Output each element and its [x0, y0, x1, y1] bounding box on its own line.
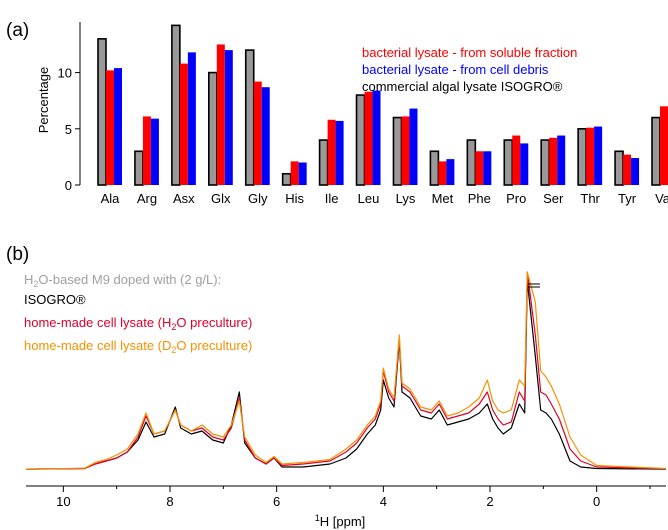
y-tick-label: 0 — [65, 178, 72, 193]
bar-gly-isogro — [244, 49, 255, 186]
bar-arg-soluble — [142, 116, 151, 185]
x-tick-label: 2 — [486, 494, 493, 509]
x-tick-label: Glx — [211, 191, 231, 206]
x-tick-label: 8 — [166, 494, 173, 509]
x-axis: 10 8 6 4 2 0 — [26, 485, 666, 509]
x-tick-label: 0 — [593, 494, 600, 509]
bar-arg-debris — [150, 118, 159, 185]
x-tick-label: Thr — [580, 191, 600, 206]
bar-tyr-soluble — [623, 154, 632, 185]
legend-b-isogro: ISOGRO® — [24, 292, 86, 307]
bar-phe-soluble — [475, 151, 484, 185]
bar-ser-soluble — [549, 137, 558, 185]
bar-asx-soluble — [179, 63, 188, 185]
bar-ala-isogro — [97, 38, 107, 186]
bar-asx-debris — [187, 52, 196, 186]
x-tick-label: Leu — [358, 191, 380, 206]
bar-gly-soluble — [253, 81, 262, 185]
bar-phe-debris — [483, 151, 492, 185]
bar-thr-soluble — [586, 127, 595, 185]
x-tick-label: His — [285, 191, 304, 206]
bar-ile-soluble — [327, 119, 336, 185]
x-tick-label: Ile — [325, 191, 339, 206]
legend-b-d2o: home-made cell lysate (D2O preculture) — [24, 338, 252, 355]
x-tick-label: Gly — [248, 191, 268, 206]
bar-lys-debris — [409, 108, 418, 185]
x-axis-label: 1H [ppm] — [315, 513, 366, 529]
bar-ala-debris — [114, 68, 122, 185]
bar-tyr-debris — [631, 158, 640, 185]
panel-a-label: (a) — [6, 20, 29, 41]
spectrum-d2o-preculture — [25, 271, 667, 470]
bar-glx-debris — [224, 50, 233, 185]
x-tick-label: 4 — [380, 494, 387, 509]
bar-ser-isogro — [540, 139, 551, 186]
bar-ile-debris — [335, 120, 344, 185]
legend-a: bacterial lysate - from soluble fraction… — [362, 45, 577, 94]
bar-ala-soluble — [106, 70, 114, 185]
spectrum-h2o-preculture — [25, 271, 667, 470]
legend-isogro: commercial algal lysate ISOGRO® — [362, 79, 563, 94]
legend-b: H2O-based M9 doped with (2 g/L): ISOGRO®… — [24, 272, 252, 355]
spectrum-isogro — [25, 280, 667, 470]
x-tick-label: Arg — [137, 191, 157, 206]
bar-leu-isogro — [355, 94, 366, 186]
x-tick-label: 6 — [273, 494, 280, 509]
x-tick-label: Asx — [173, 191, 195, 206]
bar-val-isogro — [651, 116, 661, 186]
bar-val-soluble — [660, 106, 668, 185]
panel-a-bar-chart: (a) Percentage 0 5 10 Ala Arg Asx Glx Gly His Il… — [6, 20, 668, 206]
legend-b-header: H2O-based M9 doped with (2 g/L): — [24, 272, 221, 289]
y-tick-label: 10 — [58, 66, 72, 81]
legend-soluble: bacterial lysate - from soluble fraction — [362, 45, 577, 60]
spectrum-lines — [25, 271, 667, 470]
x-tick-labels: Ala Arg Asx Glx Gly His Ile Leu Lys Met Phe Pro Ser T… — [101, 191, 668, 206]
bar-arg-isogro — [134, 150, 144, 186]
y-axis: 0 5 10 — [58, 22, 81, 193]
bar-met-debris — [446, 159, 455, 185]
bar-glx-isogro — [208, 71, 218, 186]
bar-asx-isogro — [171, 24, 181, 186]
bar-pro-isogro — [503, 139, 514, 186]
x-tick-label: Phe — [468, 191, 491, 206]
bar-his-soluble — [290, 161, 299, 185]
bar-his-isogro — [281, 172, 292, 186]
y-axis-label: Percentage — [36, 67, 51, 134]
bar-ile-isogro — [318, 139, 329, 186]
bar-pro-soluble — [512, 135, 521, 185]
panel-b-label: (b) — [6, 244, 29, 265]
x-tick-label: Tyr — [618, 191, 637, 206]
bar-phe-isogro — [466, 139, 477, 186]
panel-b-nmr-spectrum: (b) H2O-based M9 doped with (2 g/L): ISO… — [6, 244, 667, 529]
bar-thr-isogro — [577, 127, 587, 186]
bar-lys-isogro — [392, 116, 403, 186]
bar-thr-debris — [594, 126, 603, 185]
x-tick-label: Ser — [543, 191, 564, 206]
x-tick-label: Pro — [506, 191, 526, 206]
bar-gly-debris — [261, 87, 270, 185]
bar-glx-soluble — [216, 44, 225, 185]
x-tick-label: Lys — [396, 191, 416, 206]
legend-b-h2o: home-made cell lysate (H2O preculture) — [24, 315, 252, 332]
x-tick-label: Ala — [101, 191, 121, 206]
x-tick-label: Val — [655, 191, 668, 206]
bar-met-soluble — [438, 161, 447, 185]
bar-leu-soluble — [364, 91, 373, 185]
bars — [97, 24, 668, 186]
bar-pro-debris — [520, 143, 529, 185]
bar-lys-soluble — [401, 116, 410, 185]
bar-his-debris — [298, 162, 307, 185]
x-tick-label: 10 — [56, 494, 70, 509]
bar-leu-debris — [372, 90, 381, 185]
bar-met-isogro — [429, 150, 440, 186]
y-tick-label: 5 — [65, 122, 72, 137]
bar-ser-debris — [557, 135, 566, 185]
bar-tyr-isogro — [614, 150, 624, 186]
x-tick-label: Met — [432, 191, 454, 206]
legend-debris: bacterial lysate - from cell debris — [362, 62, 549, 77]
